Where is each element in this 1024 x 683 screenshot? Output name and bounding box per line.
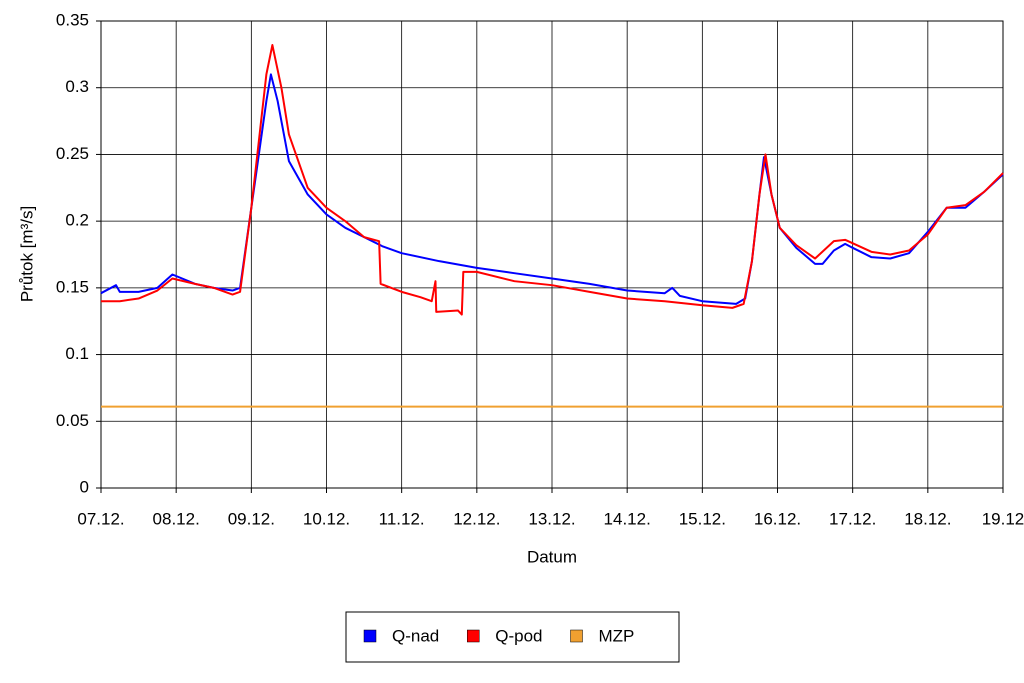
x-tick-label: 09.12. xyxy=(228,509,275,528)
legend-swatch xyxy=(570,629,583,643)
y-tick-label: 0.35 xyxy=(56,10,89,29)
y-tick-label: 0.05 xyxy=(56,411,89,430)
y-axis-label: Průtok [m³/s] xyxy=(17,206,36,302)
legend-label: MZP xyxy=(599,626,635,645)
legend-swatch xyxy=(467,629,480,643)
x-tick-label: 12.12. xyxy=(453,509,500,528)
legend-label: Q-pod xyxy=(495,626,542,645)
y-tick-label: 0.1 xyxy=(65,344,89,363)
x-tick-label: 17.12. xyxy=(829,509,876,528)
x-tick-label: 13.12. xyxy=(528,509,575,528)
x-tick-label: 18.12. xyxy=(904,509,951,528)
y-tick-label: 0.25 xyxy=(56,144,89,163)
y-tick-label: 0.15 xyxy=(56,277,89,296)
x-axis-label: Datum xyxy=(527,547,577,566)
y-tick-label: 0.2 xyxy=(65,211,89,230)
x-tick-label: 14.12. xyxy=(604,509,651,528)
x-tick-label: 19.12 xyxy=(982,509,1024,528)
legend-label: Q-nad xyxy=(392,626,439,645)
series-line xyxy=(101,44,1004,316)
legend: Q-nad Q-pod MZP xyxy=(345,611,680,663)
x-tick-label: 11.12. xyxy=(379,509,425,528)
y-tick-label: 0.3 xyxy=(65,77,89,96)
legend-swatch xyxy=(363,629,377,643)
x-tick-label: 10.12. xyxy=(303,509,350,528)
y-tick-label: 0 xyxy=(80,477,89,496)
x-tick-label: 16.12. xyxy=(754,509,801,528)
legend-box xyxy=(345,611,680,663)
x-tick-label: 08.12. xyxy=(153,509,200,528)
x-tick-label: 07.12. xyxy=(77,509,124,528)
x-tick-label: 15.12. xyxy=(679,509,726,528)
series-line xyxy=(100,73,1004,305)
